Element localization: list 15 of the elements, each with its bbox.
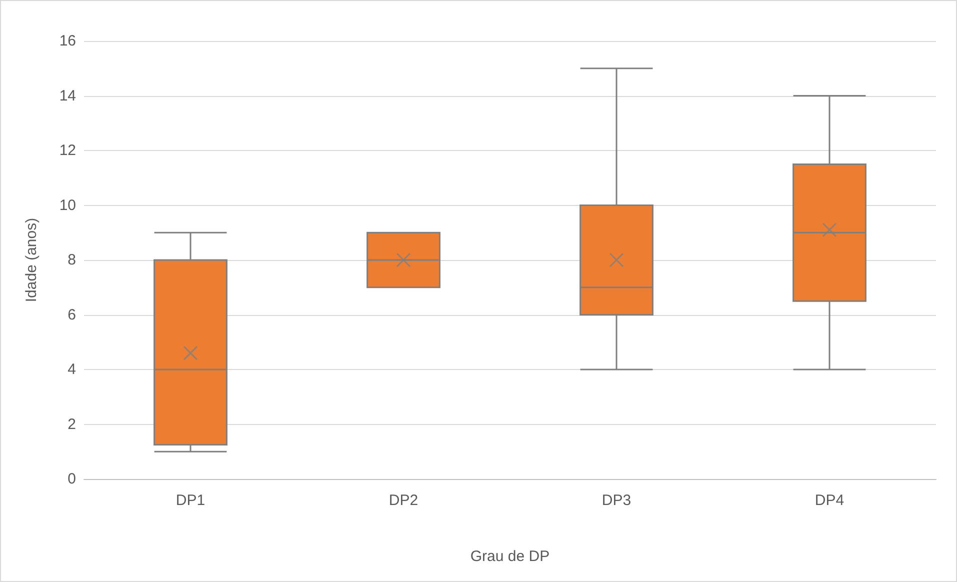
x-tick-label: DP1 [176,492,206,509]
y-axis-title: Idade (anos) [23,218,40,302]
y-tick-label: 10 [59,196,76,214]
x-axis-title: Grau de DP [470,548,550,565]
y-tick-label: 4 [68,361,76,378]
y-tick-label: 16 [59,32,76,50]
x-tick-label: DP3 [602,492,632,509]
y-tick-label: 14 [59,87,76,104]
y-tick-label: 6 [68,306,76,324]
y-tick-label: 12 [59,142,76,159]
y-tick-label: 0 [68,470,76,488]
y-tick-label: 8 [68,252,76,268]
x-tick-label: DP4 [814,492,844,509]
y-tick-label: 2 [68,416,76,433]
x-tick-label: DP2 [388,492,418,509]
